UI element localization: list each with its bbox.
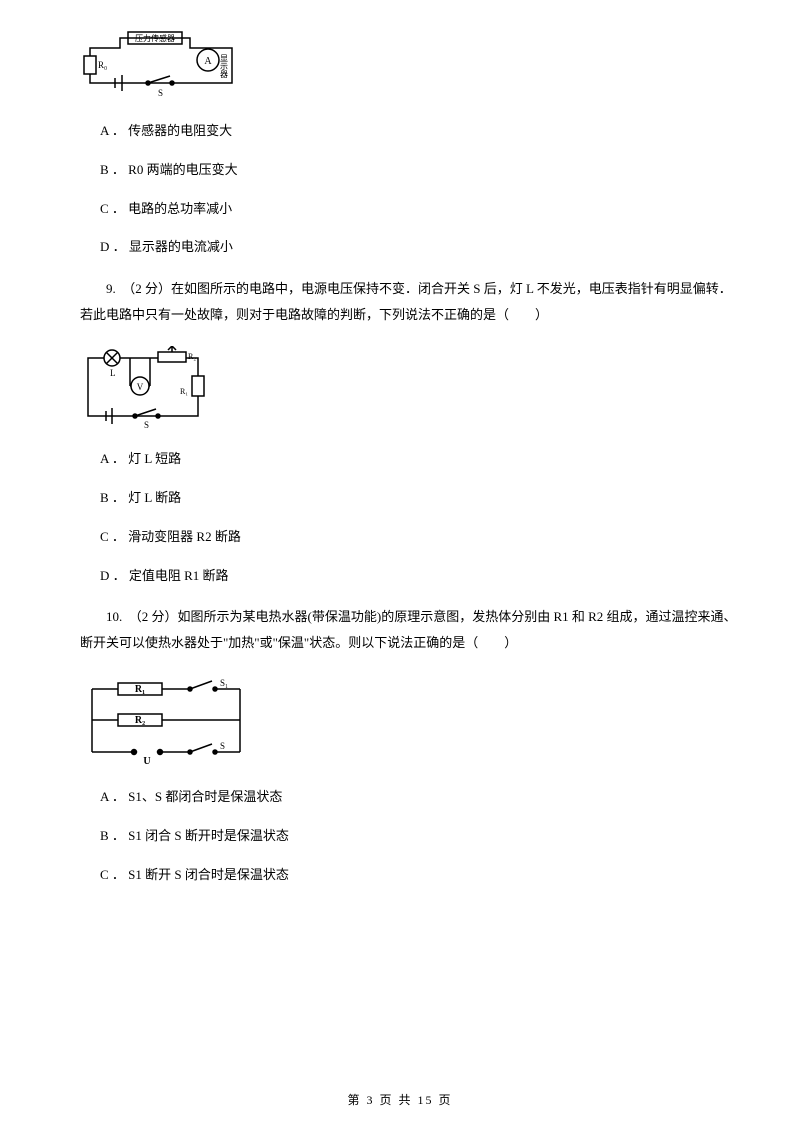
q9-r2-label: R₂ (188, 352, 196, 361)
q9-circuit-diagram: L V R₁ R₂ P S (80, 346, 740, 431)
q10-r1-label: R₁ (135, 684, 145, 695)
q9-lamp-label: L (110, 368, 116, 378)
q10-points: （2 分） (135, 609, 177, 624)
q8-circuit-diagram: 压力传感器 R₀ S A 显示器 (80, 28, 740, 103)
q9-number: 9. (106, 281, 116, 296)
q8-switch-label: S (158, 88, 163, 98)
q9-p-label: P (176, 346, 181, 347)
q10-s1-label: S₁ (220, 678, 228, 688)
q10-option-b: B ． S1 闭合 S 断开时是保温状态 (100, 826, 740, 847)
q8-meter-label: A (204, 56, 212, 67)
q10-number: 10. (106, 609, 122, 624)
q8-display-label: 显示器 (220, 54, 229, 79)
q9-switch-label: S (144, 420, 149, 430)
q9-points: （2 分） (129, 281, 171, 296)
q9-text: 在如图所示的电路中，电源电压保持不变．闭合开关 S 后，灯 L 不发光，电压表指… (80, 281, 732, 322)
q9-stem: 9. （2 分）在如图所示的电路中，电源电压保持不变．闭合开关 S 后，灯 L … (80, 276, 740, 328)
q8-sensor-label: 压力传感器 (135, 33, 175, 43)
q9-option-d: D ． 定值电阻 R1 断路 (100, 566, 740, 587)
q9-option-b: B ． 灯 L 断路 (100, 488, 740, 509)
q8-r0-label: R₀ (98, 60, 107, 70)
q8-option-d: D ． 显示器的电流减小 (100, 237, 740, 258)
q8-option-c: C ． 电路的总功率减小 (100, 199, 740, 220)
q10-option-a: A ． S1、S 都闭合时是保温状态 (100, 787, 740, 808)
q9-voltmeter-label: V (137, 382, 144, 392)
q8-option-a: A ． 传感器的电阻变大 (100, 121, 740, 142)
q8-option-b: B ． R0 两端的电压变大 (100, 160, 740, 181)
q10-r2-label: R₂ (135, 715, 145, 726)
q9-option-c: C ． 滑动变阻器 R2 断路 (100, 527, 740, 548)
q9-option-a: A ． 灯 L 短路 (100, 449, 740, 470)
q10-stem: 10. （2 分）如图所示为某电热水器(带保温功能)的原理示意图，发热体分别由 … (80, 604, 740, 656)
page-footer: 第 3 页 共 15 页 (0, 1091, 800, 1110)
q10-u-label: U (143, 756, 150, 767)
q10-text: 如图所示为某电热水器(带保温功能)的原理示意图，发热体分别由 R1 和 R2 组… (80, 609, 737, 650)
q10-circuit-diagram: R₁ R₂ U S₁ S (80, 674, 740, 769)
q10-option-c: C ． S1 断开 S 闭合时是保温状态 (100, 865, 740, 886)
q9-r1-label: R₁ (180, 387, 188, 396)
q10-s-label: S (220, 741, 225, 751)
